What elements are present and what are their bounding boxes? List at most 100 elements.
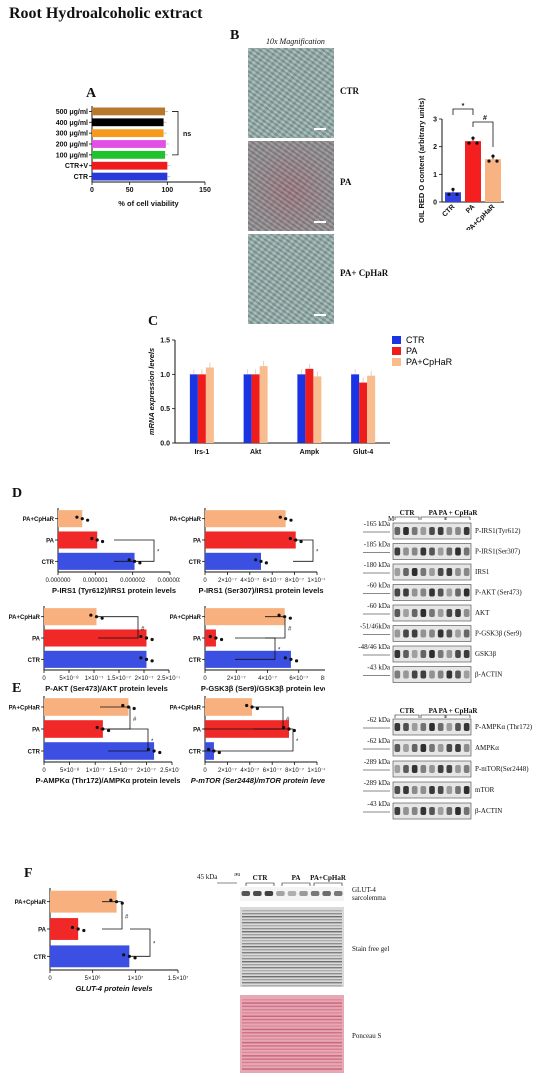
group-bracket [445, 516, 471, 520]
bar [92, 161, 168, 170]
category-label: PA [193, 539, 202, 545]
x-tick-label: 2×10⁻⁷ [227, 675, 246, 682]
data-point [75, 515, 79, 519]
kda-label: -60 kDa [367, 602, 391, 610]
bracket [235, 637, 276, 660]
x-tick-label: CTR [441, 203, 456, 218]
band [446, 609, 453, 617]
significance-marker: * [316, 550, 319, 556]
band [455, 744, 461, 752]
ponceau-band [242, 1028, 342, 1031]
x-tick-label: PA [465, 203, 476, 214]
bar [305, 368, 314, 443]
data-point [447, 192, 451, 196]
blot-row-frame [392, 666, 472, 683]
bracket-ctr-pa [452, 108, 474, 115]
bracket [293, 539, 314, 562]
kda-label: -180 kDa [364, 561, 391, 569]
ponceau-band [242, 1051, 342, 1054]
ponceau-band [242, 1025, 342, 1027]
x-tick-label: 0.000001 [83, 578, 109, 584]
y-tick-label: 0.5 [160, 406, 170, 413]
y-tick-label: 1 [433, 172, 437, 179]
data-point [95, 538, 99, 542]
bar [359, 382, 368, 443]
group-label: CTR [253, 874, 269, 882]
page-title: Root Hydroalcoholic extract [9, 5, 203, 22]
band [403, 650, 409, 658]
panel-label-e: E [12, 681, 22, 696]
band [403, 629, 409, 638]
bracket [114, 539, 155, 562]
ponceau-band [242, 1068, 342, 1070]
bar [58, 552, 135, 570]
group-bracket [420, 714, 446, 718]
category-label: PA [38, 928, 47, 934]
bar [50, 945, 130, 968]
bar [58, 510, 83, 528]
band [420, 650, 427, 658]
x-tick-label: 2.5×10⁻⁷ [157, 675, 180, 682]
ponceau-band [242, 1012, 342, 1014]
category-label: 500 μg/ml [56, 109, 88, 116]
band [429, 670, 435, 679]
x-tick-label: 5×10⁻⁸ [59, 675, 79, 682]
data-point [495, 159, 499, 163]
significance-marker: # [133, 717, 137, 723]
western-blot-d: M CTR PA PA + CpHaR -165 kDa P-IRS1(Tyr612) -1… [358, 509, 522, 683]
group-label: CTR [400, 509, 416, 517]
bar [243, 374, 252, 443]
band [437, 786, 444, 794]
x-tick-label: 1×10⁻⁶ [307, 767, 325, 774]
band [446, 568, 453, 576]
data-point [451, 187, 455, 191]
band [411, 629, 418, 638]
data-point [278, 515, 282, 519]
x-tick-label: 8×10⁻⁷ [285, 577, 304, 584]
protein-label: P-GSK3β (Ser9) [475, 630, 522, 638]
band [446, 670, 453, 679]
band [394, 527, 401, 535]
band [299, 891, 308, 896]
data-point [100, 616, 104, 620]
chart-d3-akt: 0 5×10⁻⁸ 1×10⁻⁷ 1.5×10⁻⁷ 2×10⁻⁷ 2.5×10⁻⁷ PA+Cp… [9, 606, 180, 693]
protein-label: mTOR [475, 786, 495, 794]
data-point [207, 747, 211, 752]
bar [92, 140, 166, 148]
x-tick-label: 6×10⁻⁷ [263, 767, 282, 774]
ponceau-band [242, 1035, 342, 1037]
x-axis-label: P-AMPKα (Thr172)/AMPKα protein levels [35, 776, 180, 785]
band [403, 588, 409, 597]
blot-label: Stain free gel [352, 945, 389, 953]
band [455, 568, 461, 576]
kda-label: -165 kDa [364, 520, 391, 528]
x-tick-label: 5×10⁶ [85, 975, 102, 982]
bar [367, 375, 376, 443]
x-axis-label: P-GSK3β (Ser9)/GSK3β protein levels [201, 684, 325, 693]
band [420, 609, 427, 617]
band [403, 568, 409, 576]
gel-band [242, 979, 342, 981]
band [420, 723, 427, 731]
band [310, 891, 320, 896]
protein-label: P-AMPKα (Thr172) [475, 723, 533, 731]
band [455, 547, 461, 556]
band [394, 807, 401, 815]
bracket [102, 901, 123, 930]
band [437, 609, 444, 617]
band [420, 786, 427, 794]
gel-band [242, 982, 342, 984]
data-point [259, 559, 263, 563]
band [411, 670, 418, 679]
kda-label: -62 kDa [367, 716, 391, 724]
significance-marker: # [483, 115, 487, 122]
micro-image-pa-cphar [248, 234, 334, 324]
x-tick-label: 4×10⁻⁷ [240, 767, 259, 774]
band [420, 765, 427, 773]
micro-image-pa [248, 141, 334, 231]
bar [44, 629, 147, 647]
x-axis-label: GLUT-4 protein levels [75, 984, 152, 993]
band [463, 588, 470, 597]
band [394, 650, 401, 658]
kda-label: -60 kDa [367, 582, 391, 590]
